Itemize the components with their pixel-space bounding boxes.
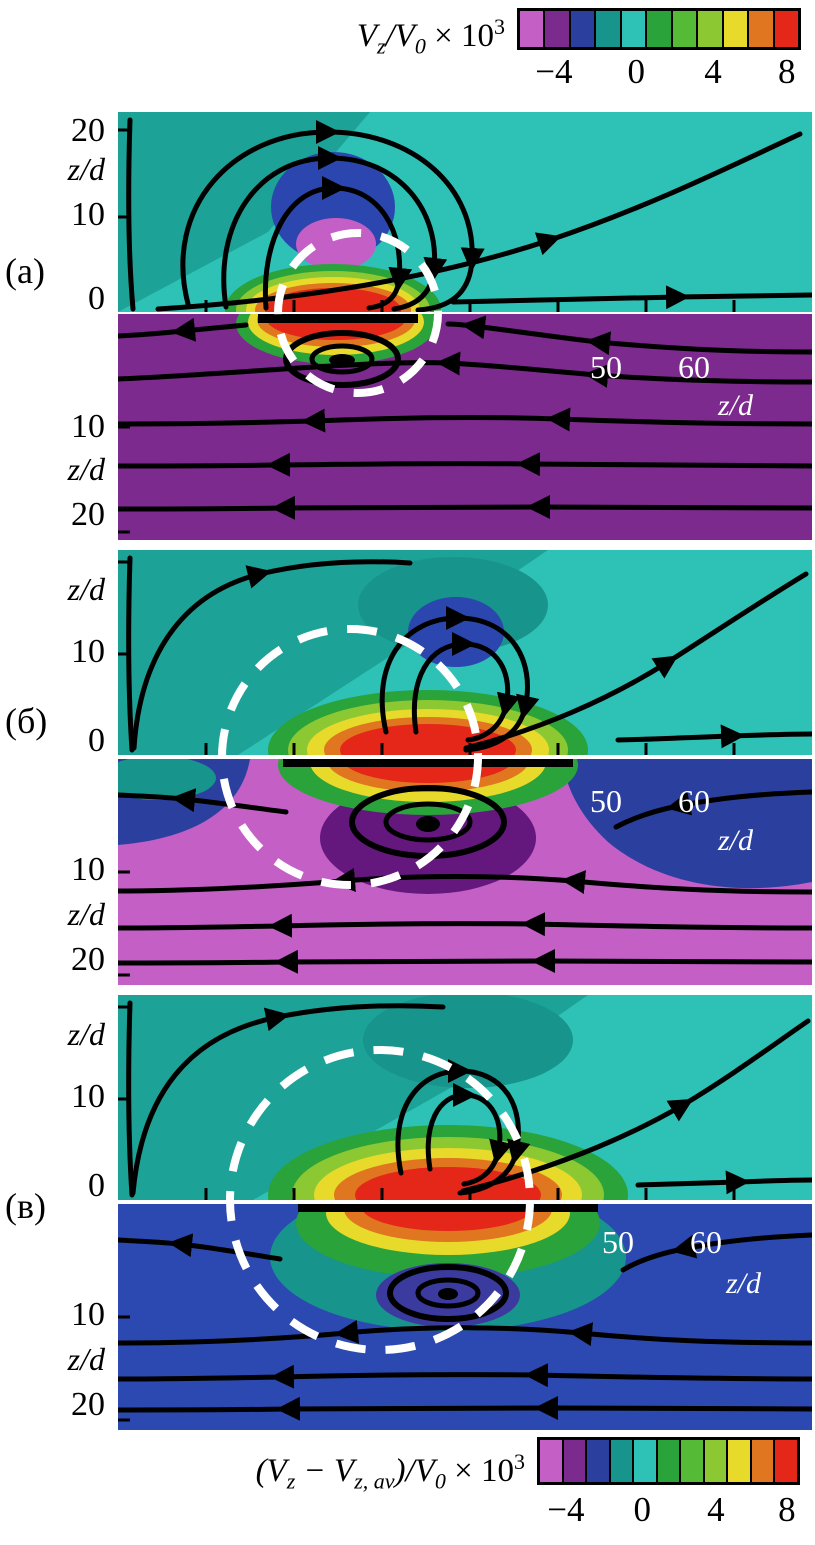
b-upper-streamlines <box>126 555 812 753</box>
cb-tick: 8 <box>778 1490 796 1529</box>
colorbar-bottom <box>537 1437 800 1485</box>
cb-tick: 0 <box>627 52 646 91</box>
v-top-ytick-0: 0 <box>88 1167 105 1204</box>
b-top-ytick-0: 0 <box>88 722 105 759</box>
a-bot-ytick-20: 20 <box>71 496 105 533</box>
v-lower-streamlines <box>118 1232 812 1421</box>
b-top-ylabel: z/d <box>67 571 105 607</box>
v-bot-ylabel: z/d <box>67 1341 105 1377</box>
b-xtick-50: 50 <box>590 783 622 819</box>
b-lower-axis-ticks <box>118 870 130 977</box>
b-dashed-circle <box>218 625 482 889</box>
a-top-ytick-0: 0 <box>88 280 105 317</box>
colorbar-top-label: Vz/V0 × 103 <box>356 14 505 59</box>
a-lower-map <box>118 314 812 540</box>
cb-tick: 0 <box>633 1490 651 1529</box>
a-lower-axis-ticks <box>118 425 130 534</box>
a-top-ytick-20: 20 <box>71 112 105 149</box>
cb-tick: 4 <box>704 52 722 91</box>
panel-a-letter: (а) <box>5 251 45 291</box>
panel-v-plot: 50 60 z/d <box>118 995 812 1430</box>
a-bot-ylabel: z/d <box>67 451 105 487</box>
a-xlabel: z/d <box>717 389 754 422</box>
v-top-ytick-10: 10 <box>71 1078 105 1115</box>
cb-tick: −4 <box>535 52 573 91</box>
a-lower-streamlines <box>118 315 812 520</box>
v-dashed-circle <box>226 1046 534 1354</box>
v-upper-map <box>118 995 812 1200</box>
b-xtick-60: 60 <box>678 783 710 819</box>
colorbar-bottom-ticks: −4 0 4 8 <box>537 1490 800 1532</box>
b-upper-map <box>118 550 812 755</box>
a-xtick-60: 60 <box>678 349 710 385</box>
cb-tick: 8 <box>778 52 796 91</box>
b-bot-ylabel: z/d <box>67 896 105 932</box>
v-xtick-60: 60 <box>690 1224 722 1260</box>
panel-b-plot: 50 60 z/d <box>118 550 812 985</box>
cb-tick: 4 <box>707 1490 725 1529</box>
b-xlabel: z/d <box>717 824 754 857</box>
panel-v-letter: (в) <box>5 1186 46 1226</box>
v-bot-ytick-20: 20 <box>71 1386 105 1423</box>
v-upper-axis-ticks <box>118 1005 736 1200</box>
a-upper-map <box>118 112 812 312</box>
a-dashed-circle <box>274 229 442 397</box>
b-bot-ytick-20: 20 <box>71 941 105 978</box>
panel-b-letter: (б) <box>5 701 48 741</box>
colorbar-bottom-label: (Vz − Vz, av)/V0 × 103 <box>255 1449 525 1494</box>
v-xlabel: z/d <box>725 1267 762 1300</box>
v-lower-map <box>118 1204 812 1430</box>
b-top-ytick-10: 10 <box>71 633 105 670</box>
panel-a-plot: 50 60 z/d <box>118 112 812 540</box>
b-bot-ytick-10: 10 <box>71 851 105 888</box>
b-lower-streamlines <box>118 788 812 974</box>
cb-tick: −4 <box>547 1490 585 1529</box>
a-upper-axis-ticks <box>118 128 736 312</box>
v-xtick-50: 50 <box>602 1224 634 1260</box>
a-top-ylabel: z/d <box>67 151 105 187</box>
v-bot-ytick-10: 10 <box>71 1296 105 1333</box>
colorbar-top-ticks: −4 0 4 8 <box>517 52 801 94</box>
colorbar-top <box>517 8 801 50</box>
v-lower-axis-ticks <box>118 1315 130 1422</box>
a-top-ytick-10: 10 <box>71 196 105 233</box>
a-bot-ytick-10: 10 <box>71 408 105 445</box>
b-upper-axis-ticks <box>118 560 736 755</box>
v-top-ylabel: z/d <box>67 1016 105 1052</box>
a-xtick-50: 50 <box>590 349 622 385</box>
